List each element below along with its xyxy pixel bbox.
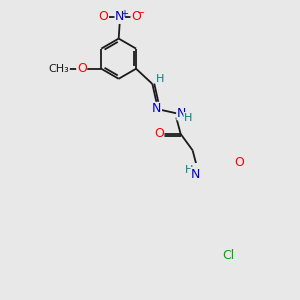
Text: O: O	[98, 10, 108, 23]
Text: H: H	[184, 112, 192, 123]
Text: Cl: Cl	[222, 249, 235, 262]
Text: N: N	[191, 168, 200, 181]
Text: O: O	[234, 156, 244, 169]
Text: N: N	[115, 10, 124, 23]
Text: N: N	[177, 107, 186, 120]
Text: N: N	[152, 102, 161, 116]
Text: H: H	[156, 74, 164, 83]
Text: −: −	[137, 8, 145, 18]
Text: CH₃: CH₃	[49, 64, 69, 74]
Text: +: +	[120, 9, 128, 19]
Text: O: O	[154, 128, 164, 140]
Text: O: O	[131, 10, 141, 23]
Text: O: O	[77, 62, 87, 75]
Text: H: H	[185, 165, 194, 175]
